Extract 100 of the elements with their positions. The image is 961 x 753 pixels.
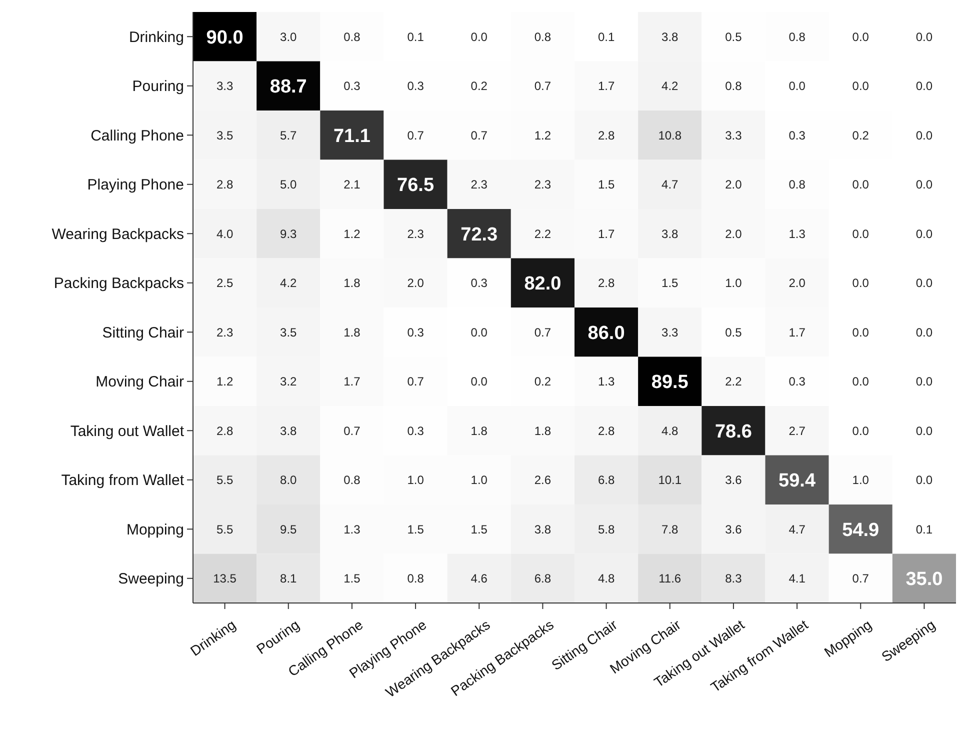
data-label: 1.8 xyxy=(344,276,361,290)
data-label: 0.7 xyxy=(534,325,552,340)
data-label: 4.8 xyxy=(662,424,679,438)
data-label: 2.8 xyxy=(216,178,234,192)
data-label: 0.2 xyxy=(852,128,870,142)
data-label: 2.3 xyxy=(407,226,424,241)
data-label: 3.3 xyxy=(725,128,742,142)
data-label: 0.1 xyxy=(407,30,424,44)
data-label: 1.8 xyxy=(470,424,488,438)
data-label: 9.5 xyxy=(280,522,298,536)
data-label: 2.1 xyxy=(344,178,361,192)
data-label: 0.7 xyxy=(407,374,424,389)
data-label: 2.8 xyxy=(598,128,615,142)
data-label: 2.3 xyxy=(216,325,234,340)
data-label: 4.0 xyxy=(216,226,234,241)
data-label: 0.0 xyxy=(852,178,870,192)
data-label: 3.5 xyxy=(216,128,234,142)
data-label: 0.0 xyxy=(852,79,870,94)
data-label: 0.0 xyxy=(916,276,933,290)
data-label: 82.0 xyxy=(524,274,562,295)
data-label: 0.0 xyxy=(852,374,870,389)
data-label: 0.0 xyxy=(852,30,870,44)
data-label: 2.3 xyxy=(470,178,488,192)
data-label: 1.7 xyxy=(344,374,361,389)
data-label: 72.3 xyxy=(460,224,498,246)
data-label: 1.5 xyxy=(598,178,615,192)
data-label: 1.5 xyxy=(407,522,424,536)
data-label: 0.0 xyxy=(916,424,933,438)
data-label: 2.0 xyxy=(407,276,424,290)
data-label: 6.8 xyxy=(598,473,615,488)
data-label: 0.0 xyxy=(852,226,870,241)
data-label: 3.0 xyxy=(280,30,298,44)
y-tick-label: Pouring xyxy=(132,78,184,96)
data-label: 2.8 xyxy=(598,276,615,290)
data-label: 4.1 xyxy=(788,572,806,586)
data-label: 0.0 xyxy=(470,325,488,340)
data-label: 5.5 xyxy=(216,522,234,536)
data-label: 0.3 xyxy=(407,325,424,340)
y-tick-label: Wearing Backpacks xyxy=(52,226,184,243)
data-label: 3.6 xyxy=(725,522,742,536)
data-label: 3.3 xyxy=(662,325,679,340)
data-label: 0.0 xyxy=(916,79,933,94)
data-label: 2.7 xyxy=(788,424,806,438)
data-label: 78.6 xyxy=(714,421,752,442)
data-label: 4.7 xyxy=(662,178,679,192)
data-label: 3.8 xyxy=(662,226,679,241)
data-label: 1.3 xyxy=(788,226,806,241)
data-label: 2.3 xyxy=(534,178,552,192)
data-label: 0.5 xyxy=(725,30,742,44)
data-label: 7.8 xyxy=(662,522,679,536)
data-label: 8.1 xyxy=(280,572,298,586)
data-label: 3.3 xyxy=(216,79,234,94)
data-label: 4.2 xyxy=(662,79,679,94)
data-label: 0.3 xyxy=(407,424,424,438)
data-label: 2.2 xyxy=(725,374,742,389)
data-label: 0.8 xyxy=(534,30,552,44)
y-tick-label: Sweeping xyxy=(118,570,184,588)
data-label: 3.8 xyxy=(534,522,552,536)
data-label: 1.8 xyxy=(534,424,552,438)
data-label: 2.0 xyxy=(725,226,742,241)
y-tick-label: Taking from Wallet xyxy=(61,472,185,490)
data-label: 1.3 xyxy=(598,374,615,389)
data-label: 76.5 xyxy=(397,175,434,196)
data-label: 1.3 xyxy=(344,522,361,536)
data-label: 0.3 xyxy=(788,128,806,142)
data-label: 0.1 xyxy=(598,30,615,44)
y-tick-label: Playing Phone xyxy=(87,176,184,194)
data-label: 0.3 xyxy=(407,79,424,94)
data-label: 0.8 xyxy=(725,79,742,94)
data-label: 1.2 xyxy=(534,128,552,142)
data-label: 4.6 xyxy=(470,572,488,586)
data-label: 3.8 xyxy=(662,30,679,44)
y-tick-label: Drinking xyxy=(128,28,184,46)
data-label: 4.8 xyxy=(598,572,615,586)
data-label: 3.8 xyxy=(280,424,298,438)
data-label: 1.0 xyxy=(470,473,488,488)
data-label: 2.8 xyxy=(598,424,615,438)
data-label: 6.8 xyxy=(534,572,552,586)
data-label: 11.6 xyxy=(658,572,682,586)
data-label: 1.0 xyxy=(407,473,424,488)
y-tick-label: Taking out Wallet xyxy=(70,422,185,440)
data-label: 5.7 xyxy=(280,128,298,142)
data-label: 0.7 xyxy=(852,572,870,586)
data-label: 1.8 xyxy=(344,325,361,340)
data-label: 5.0 xyxy=(280,178,298,192)
data-label: 5.8 xyxy=(598,522,615,536)
data-label: 13.5 xyxy=(213,572,237,586)
data-label: 86.0 xyxy=(588,322,625,344)
data-label: 0.0 xyxy=(852,276,870,290)
data-label: 0.7 xyxy=(344,424,361,438)
data-label: 10.8 xyxy=(658,128,682,142)
data-label: 0.8 xyxy=(407,572,424,586)
data-label: 2.6 xyxy=(534,473,552,488)
data-label: 0.0 xyxy=(916,226,933,241)
data-label: 2.8 xyxy=(216,424,234,438)
y-tick-label: Sitting Chair xyxy=(102,324,184,342)
data-label: 8.3 xyxy=(725,572,742,586)
data-label: 0.0 xyxy=(470,374,488,389)
data-label: 3.2 xyxy=(280,374,298,389)
data-label: 1.5 xyxy=(344,572,361,586)
